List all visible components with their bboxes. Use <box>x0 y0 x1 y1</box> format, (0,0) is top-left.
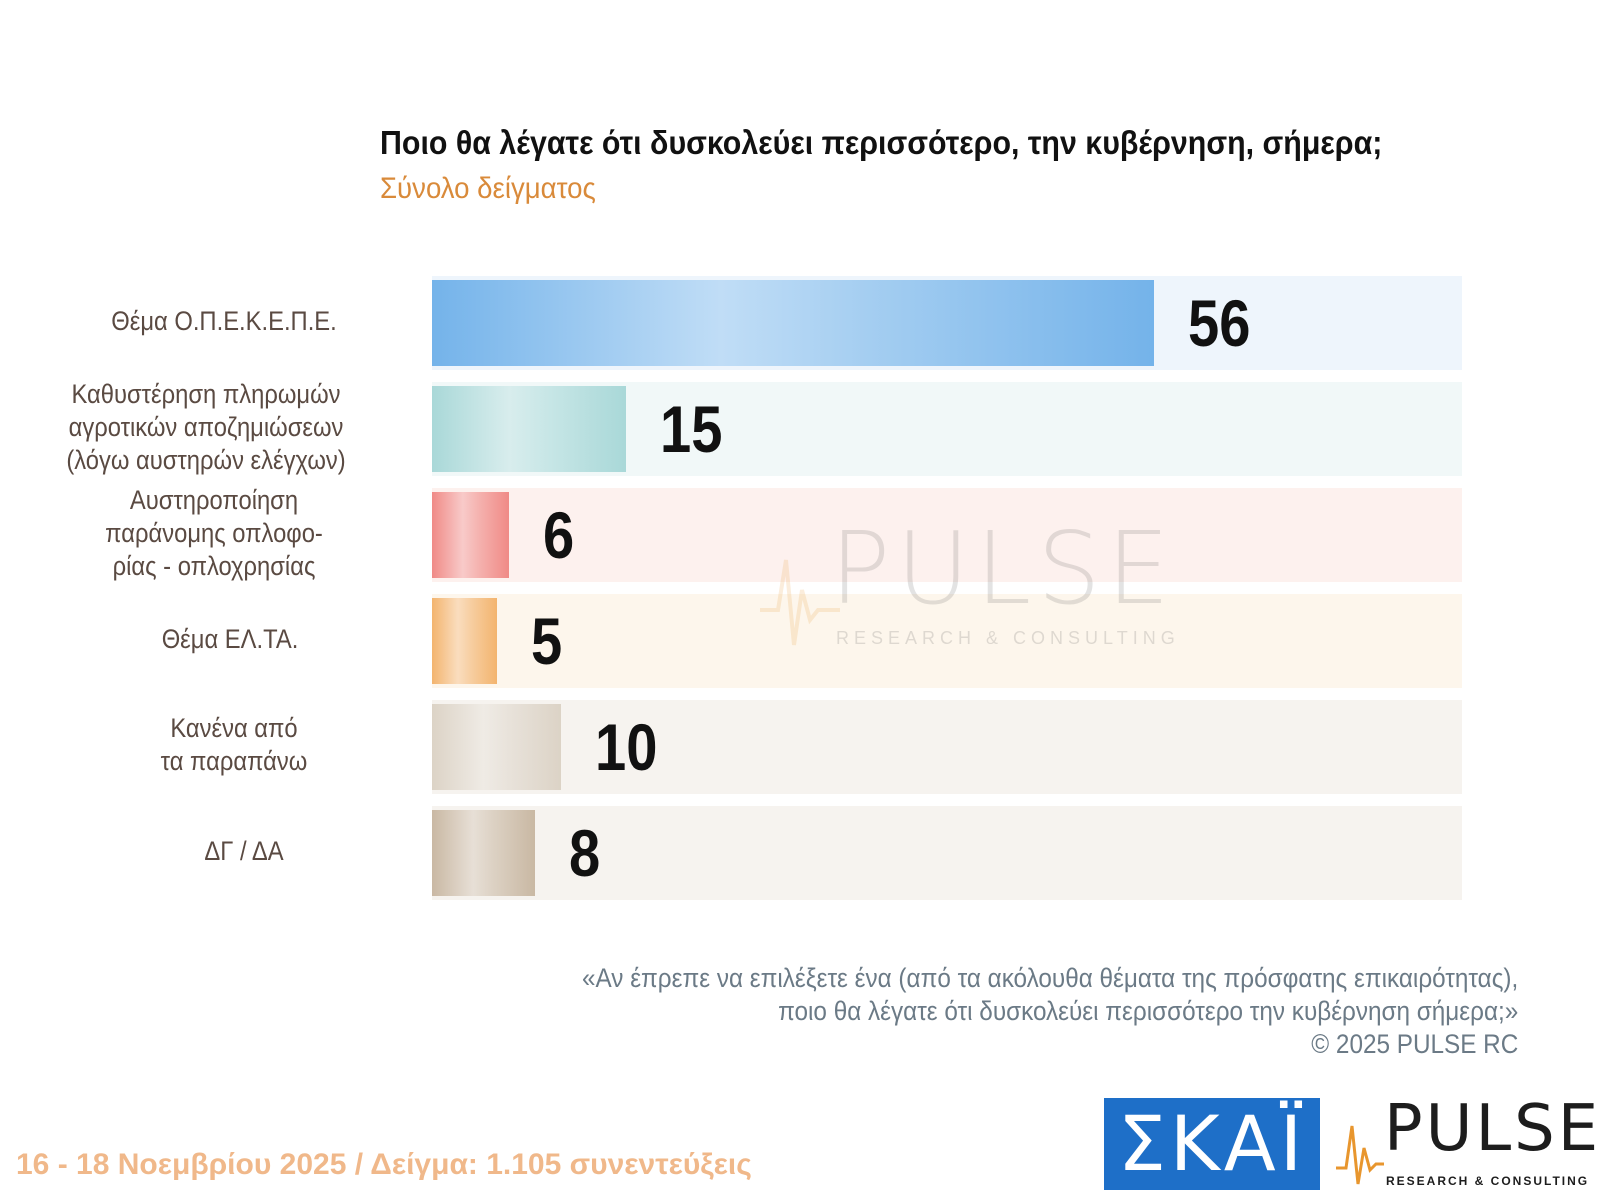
row-background <box>432 488 1462 582</box>
category-label-line: Καθυστέρηση πληρωμών <box>71 378 341 409</box>
bar <box>432 386 626 472</box>
category-label: Καθυστέρηση πληρωμών αγροτικών αποζημιώσε… <box>0 378 576 477</box>
category-label-line: Θέμα ΕΛ.ΤΑ. <box>161 623 299 654</box>
note-line: «Αν έπρεπε να επιλέξετε ένα (από τα ακόλ… <box>581 963 1518 993</box>
category-label-line: παράνομης οπλοφο- <box>105 517 323 548</box>
category-label-line: ρίας - οπλοχρησίας <box>112 550 316 581</box>
note-line: ποιο θα λέγατε ότι δυσκολεύει περισσότερ… <box>777 996 1518 1026</box>
bar <box>432 280 1155 366</box>
row-background <box>432 806 1462 900</box>
row-background <box>432 700 1462 794</box>
bar <box>432 704 561 790</box>
category-label-line: τα παραπάνω <box>160 746 308 776</box>
copyright-line: © 2025 PULSE RC <box>1310 1029 1518 1059</box>
data-label: 56 <box>1188 286 1251 360</box>
data-label: 15 <box>659 392 722 466</box>
pulse-logo-word: PULSE <box>1384 1092 1600 1166</box>
skai-logo: ΣΚΑΪ <box>1104 1098 1320 1190</box>
bar <box>432 492 510 578</box>
category-label-line: αγροτικών αποζημιώσεων <box>68 411 344 442</box>
category-label: ΔΓ / ΔΑ <box>0 835 614 868</box>
question-note: «Αν έπρεπε να επιλέξετε ένα (από τα ακόλ… <box>582 962 1518 1061</box>
category-label: Θέμα ΕΛ.ΤΑ. <box>0 623 600 656</box>
survey-footer: 16 - 18 Νοεμβρίου 2025 / Δείγμα: 1.105 σ… <box>16 1148 752 1181</box>
category-label: Κανένα από τα παραπάνω <box>0 712 604 778</box>
category-label-line: Θέμα Ο.Π.Ε.Κ.Ε.Π.Ε. <box>111 305 337 336</box>
skai-logo-text: ΣΚΑΪ <box>1117 1099 1307 1188</box>
category-label: Αυστηροποίηση παράνομης οπλοφο-ρίας - οπλ… <box>0 484 584 583</box>
category-label-line: ΔΓ / ΔΑ <box>204 835 284 866</box>
pulse-logo-sub: RESEARCH & CONSULTING <box>1386 1174 1590 1188</box>
category-label-line: Κανένα από <box>170 713 298 743</box>
bar <box>432 810 536 896</box>
data-label: 8 <box>569 816 601 890</box>
category-label-line: Αυστηροποίηση <box>129 484 299 515</box>
category-label: Θέμα Ο.Π.Ε.Κ.Ε.Π.Ε. <box>0 305 594 338</box>
row-background <box>432 594 1462 688</box>
data-label: 6 <box>543 498 575 572</box>
bar <box>432 598 497 684</box>
pulse-wave-icon <box>1336 1125 1384 1185</box>
data-label: 10 <box>595 710 658 784</box>
chart-title: Ποιο θα λέγατε ότι δυσκολεύει περισσότερ… <box>380 124 1383 161</box>
chart-subtitle: Σύνολο δείγματος <box>380 172 596 205</box>
data-label: 5 <box>530 604 562 678</box>
pulse-logo: PULSE RESEARCH & CONSULTING <box>1336 1092 1598 1192</box>
category-label-line: (λόγω αυστηρών ελέγχων) <box>66 444 346 475</box>
